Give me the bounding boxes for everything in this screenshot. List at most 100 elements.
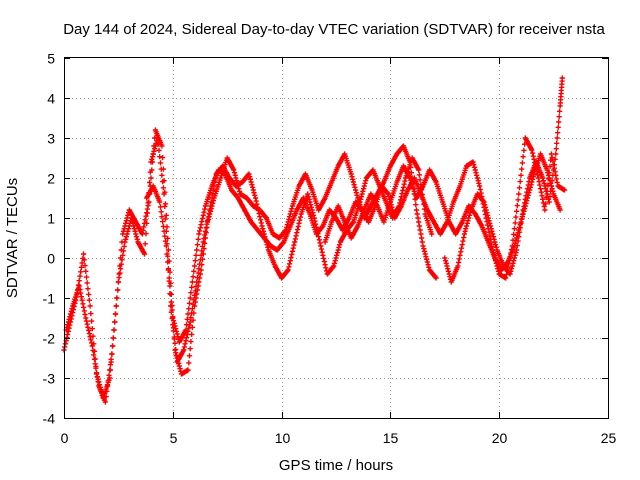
y-tick-label: -1 bbox=[43, 291, 56, 307]
data-point bbox=[186, 360, 192, 366]
data-point bbox=[545, 182, 551, 188]
data-point bbox=[181, 344, 187, 350]
data-point bbox=[433, 275, 439, 281]
data-point bbox=[77, 273, 83, 279]
data-point bbox=[517, 179, 523, 185]
data-point bbox=[480, 198, 486, 204]
data-point bbox=[513, 214, 519, 220]
data-point bbox=[305, 194, 311, 200]
data-point bbox=[104, 388, 110, 394]
data-point bbox=[120, 252, 126, 258]
data-point bbox=[194, 275, 201, 281]
data-point bbox=[416, 172, 422, 178]
data-point bbox=[188, 315, 194, 321]
axis-ticks bbox=[64, 58, 609, 419]
data-point bbox=[194, 247, 200, 253]
data-point bbox=[86, 297, 92, 303]
data-point bbox=[173, 328, 179, 334]
data-point bbox=[204, 221, 210, 227]
data-point bbox=[291, 242, 297, 248]
data-point bbox=[457, 252, 463, 258]
data-series bbox=[144, 135, 568, 345]
data-point bbox=[231, 167, 237, 173]
data-point bbox=[549, 186, 555, 192]
x-tick-label: 25 bbox=[601, 430, 617, 446]
data-point bbox=[76, 278, 82, 284]
data-point bbox=[553, 146, 559, 152]
data-point bbox=[184, 322, 190, 328]
data-point bbox=[511, 226, 517, 232]
data-point bbox=[93, 365, 99, 371]
data-point bbox=[249, 182, 255, 188]
data-point bbox=[111, 327, 117, 333]
data-point bbox=[146, 199, 152, 205]
data-point bbox=[187, 319, 193, 325]
data-point bbox=[188, 339, 194, 345]
data-point bbox=[162, 238, 169, 244]
data-point bbox=[516, 191, 522, 197]
data-point bbox=[288, 255, 294, 261]
data-point bbox=[159, 143, 165, 149]
data-point bbox=[193, 252, 199, 258]
data-point bbox=[549, 155, 555, 161]
data-point bbox=[125, 212, 131, 218]
data-point bbox=[297, 217, 303, 223]
data-point bbox=[466, 215, 472, 221]
data-point bbox=[551, 162, 557, 168]
data-point bbox=[351, 182, 357, 188]
data-point bbox=[158, 209, 164, 215]
data-series bbox=[63, 135, 435, 405]
data-point bbox=[529, 179, 535, 185]
data-point bbox=[555, 130, 561, 136]
data-point bbox=[118, 266, 124, 272]
data-point bbox=[514, 203, 520, 209]
data-point bbox=[331, 260, 338, 266]
data-point bbox=[154, 138, 160, 144]
data-point bbox=[162, 216, 169, 222]
data-point bbox=[89, 340, 95, 346]
data-point bbox=[188, 290, 194, 296]
x-tick-label: 15 bbox=[383, 430, 399, 446]
data-point bbox=[526, 190, 532, 196]
data-point bbox=[294, 230, 300, 236]
data-point bbox=[163, 212, 169, 218]
y-axis-label: SDTVAR / TECUs bbox=[4, 178, 21, 298]
data-point bbox=[254, 201, 260, 207]
data-point bbox=[561, 187, 568, 193]
data-point bbox=[474, 175, 480, 181]
data-point bbox=[413, 202, 419, 208]
data-point bbox=[91, 356, 98, 362]
data-point bbox=[157, 204, 164, 210]
data-point bbox=[89, 343, 95, 349]
data-point bbox=[517, 222, 523, 228]
data-point bbox=[160, 185, 166, 191]
x-tick-labels: 0 5 10 15 20 25 bbox=[61, 430, 617, 446]
data-point bbox=[117, 270, 123, 276]
data-point bbox=[542, 207, 548, 213]
data-point bbox=[159, 172, 165, 178]
data-point bbox=[115, 287, 121, 293]
y-tick-label: 5 bbox=[47, 51, 55, 67]
data-point bbox=[192, 263, 198, 269]
data-point bbox=[161, 228, 167, 234]
y-tick-label: 1 bbox=[47, 211, 55, 227]
data-point bbox=[66, 316, 72, 322]
data-point bbox=[106, 372, 112, 378]
data-point bbox=[323, 265, 329, 271]
data-point bbox=[429, 231, 435, 237]
data-point bbox=[86, 291, 92, 297]
data-point bbox=[92, 361, 98, 367]
data-point bbox=[90, 347, 96, 353]
data-point bbox=[547, 163, 553, 169]
data-series bbox=[61, 127, 439, 401]
data-point bbox=[554, 135, 560, 141]
data-point bbox=[546, 199, 552, 205]
data-point bbox=[247, 176, 253, 182]
data-point bbox=[519, 166, 525, 172]
data-point bbox=[205, 214, 211, 220]
data-point bbox=[172, 340, 178, 346]
data-point bbox=[363, 178, 369, 184]
data-point bbox=[200, 212, 206, 218]
data-point bbox=[78, 264, 84, 270]
data-point bbox=[514, 232, 520, 238]
